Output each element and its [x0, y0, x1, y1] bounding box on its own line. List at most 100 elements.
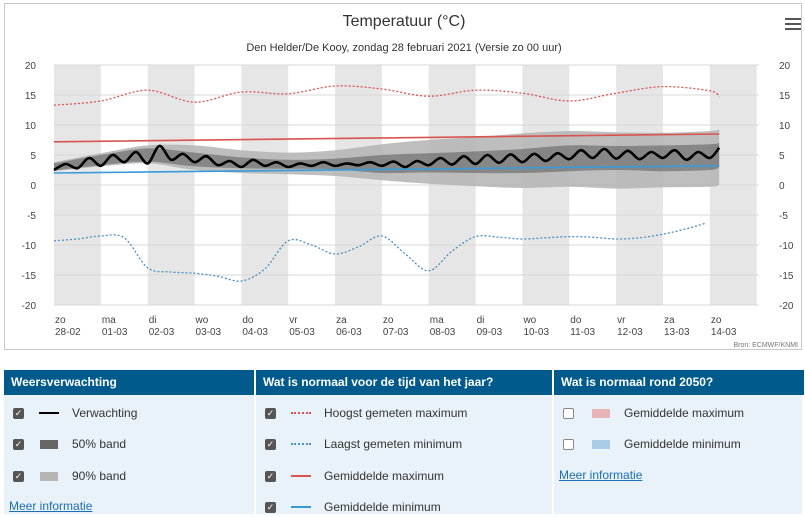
- legend-label: Gemiddelde maximum: [624, 406, 745, 420]
- legend-forecast-title: Weersverwachting: [4, 370, 254, 395]
- x-tick-date: 11-03: [570, 327, 595, 338]
- legend-item-laagst-min[interactable]: ✓ Laagst gemeten minimum: [265, 434, 462, 454]
- checkbox-unchecked-icon[interactable]: [563, 438, 574, 450]
- y-tick-label-left: -10: [22, 241, 37, 252]
- checkbox-checked-icon[interactable]: ✓: [13, 470, 24, 482]
- legend-item-verwachting[interactable]: ✓ Verwachting: [13, 403, 137, 423]
- checkbox-checked-icon[interactable]: ✓: [265, 407, 276, 419]
- series-gem-max: [53, 133, 720, 143]
- y-tick-label-right: -20: [779, 301, 794, 312]
- x-tick-date: 10-03: [523, 327, 549, 338]
- x-tick-day: ma: [430, 315, 444, 326]
- x-tick-date: 01-03: [102, 327, 128, 338]
- checkbox-checked-icon[interactable]: ✓: [265, 438, 276, 450]
- x-tick-day: di: [477, 315, 485, 326]
- x-tick-date: 04-03: [242, 327, 268, 338]
- y-tick-label-right: -15: [779, 271, 794, 282]
- menu-icon[interactable]: [785, 18, 801, 32]
- y-tick-label-right: 20: [779, 61, 791, 72]
- x-tick-date: 12-03: [617, 327, 643, 338]
- legend-label: Gemiddelde minimum: [624, 437, 741, 451]
- x-tick-date: 13-03: [664, 327, 690, 338]
- legend-label: 50% band: [72, 437, 127, 451]
- checkbox-checked-icon[interactable]: ✓: [13, 407, 24, 419]
- chart-credit: Bron: ECMWF/KNMI: [733, 342, 798, 349]
- legend-item-gem-min[interactable]: ✓ Gemiddelde minimum: [265, 497, 441, 517]
- y-tick-label-left: -20: [22, 301, 37, 312]
- chart-title: Temperatuur (°C): [343, 13, 466, 30]
- y-tick-label-left: 20: [25, 61, 37, 72]
- x-tick-date: 14-03: [711, 327, 737, 338]
- x-tick-day: zo: [55, 315, 66, 326]
- legend-label: Gemiddelde maximum: [324, 469, 445, 483]
- line-black-icon: [38, 408, 60, 418]
- series-verwachting: [53, 144, 721, 172]
- legend-item-gem-max[interactable]: ✓ Gemiddelde maximum: [265, 466, 444, 486]
- series-hoogst-max: [53, 85, 720, 106]
- y-tick-label-left: 5: [30, 151, 36, 162]
- series-gem-min: [53, 165, 720, 174]
- y-tick-label-left: -15: [22, 271, 37, 282]
- x-tick-date: 03-03: [196, 327, 222, 338]
- x-tick-day: wo: [522, 315, 536, 326]
- legend-item-90-band[interactable]: ✓ 90% band: [13, 466, 126, 486]
- legend-label: 90% band: [72, 469, 127, 483]
- x-tick-day: za: [336, 315, 347, 326]
- legend-label: Hoogst gemeten maximum: [324, 406, 468, 420]
- y-tick-label-right: -5: [779, 211, 788, 222]
- legend-item-2050-max[interactable]: Gemiddelde maximum: [563, 403, 744, 423]
- y-tick-label-right: 5: [779, 151, 785, 162]
- x-tick-day: za: [664, 315, 675, 326]
- legend-label: Verwachting: [72, 406, 138, 420]
- x-tick-day: di: [149, 315, 157, 326]
- y-tick-label-right: -10: [779, 241, 794, 252]
- y-tick-label-right: 15: [779, 91, 791, 102]
- x-tick-day: do: [242, 315, 254, 326]
- legend-forecast: Weersverwachting ✓ Verwachting ✓ 50% ban…: [4, 370, 254, 514]
- legend-item-hoogst-max[interactable]: ✓ Hoogst gemeten maximum: [265, 403, 467, 423]
- y-tick-label-right: 10: [779, 121, 791, 132]
- x-tick-day: vr: [289, 315, 298, 326]
- series-laagst-min: [53, 222, 706, 282]
- legend-item-2050-min[interactable]: Gemiddelde minimum: [563, 434, 741, 454]
- x-tick-date: 08-03: [430, 327, 456, 338]
- chart-subtitle: Den Helder/De Kooy, zondag 28 februari 2…: [246, 42, 561, 54]
- band-light-icon: [38, 471, 60, 481]
- x-tick-date: 06-03: [336, 327, 362, 338]
- checkbox-checked-icon[interactable]: ✓: [13, 438, 24, 450]
- swatch-pink-icon: [590, 408, 612, 418]
- checkbox-checked-icon[interactable]: ✓: [265, 470, 276, 482]
- legend-normal-2050: Wat is normaal rond 2050? Gemiddelde max…: [552, 370, 804, 514]
- y-tick-label-left: 15: [25, 91, 37, 102]
- y-tick-label-left: 0: [30, 181, 36, 192]
- x-tick-day: vr: [617, 315, 626, 326]
- x-tick-day: do: [570, 315, 582, 326]
- checkbox-checked-icon[interactable]: ✓: [265, 501, 276, 513]
- x-tick-date: 28-02: [55, 327, 81, 338]
- legend-item-50-band[interactable]: ✓ 50% band: [13, 434, 126, 454]
- legend-normal-now-title: Wat is normaal voor de tijd van het jaar…: [256, 370, 552, 395]
- legend-label: Laagst gemeten minimum: [324, 437, 463, 451]
- x-tick-day: ma: [102, 315, 116, 326]
- more-info-link[interactable]: Meer informatie: [559, 468, 643, 482]
- temperature-chart: Temperatuur (°C) Den Helder/De Kooy, zond…: [22, 13, 799, 349]
- checkbox-unchecked-icon[interactable]: [563, 407, 574, 419]
- legend-normal-2050-title: Wat is normaal rond 2050?: [554, 370, 804, 395]
- y-tick-label-left: -5: [27, 211, 36, 222]
- x-tick-day: zo: [383, 315, 394, 326]
- legend-normal-now: Wat is normaal voor de tijd van het jaar…: [254, 370, 552, 514]
- x-tick-day: zo: [711, 315, 722, 326]
- line-red-icon: [290, 471, 312, 481]
- x-tick-date: 07-03: [383, 327, 409, 338]
- line-blue-icon: [290, 502, 312, 512]
- line-red-dotted-icon: [290, 408, 312, 418]
- legend-panel: Weersverwachting ✓ Verwachting ✓ 50% ban…: [4, 370, 804, 514]
- x-tick-date: 05-03: [289, 327, 315, 338]
- y-tick-label-left: 10: [25, 121, 37, 132]
- band-dark-icon: [38, 439, 60, 449]
- y-tick-label-right: 0: [779, 181, 785, 192]
- x-tick-date: 09-03: [477, 327, 503, 338]
- more-info-link[interactable]: Meer informatie: [9, 499, 93, 513]
- chart-container: Temperatuur (°C) Den Helder/De Kooy, zond…: [4, 3, 802, 350]
- x-tick-date: 02-03: [149, 327, 175, 338]
